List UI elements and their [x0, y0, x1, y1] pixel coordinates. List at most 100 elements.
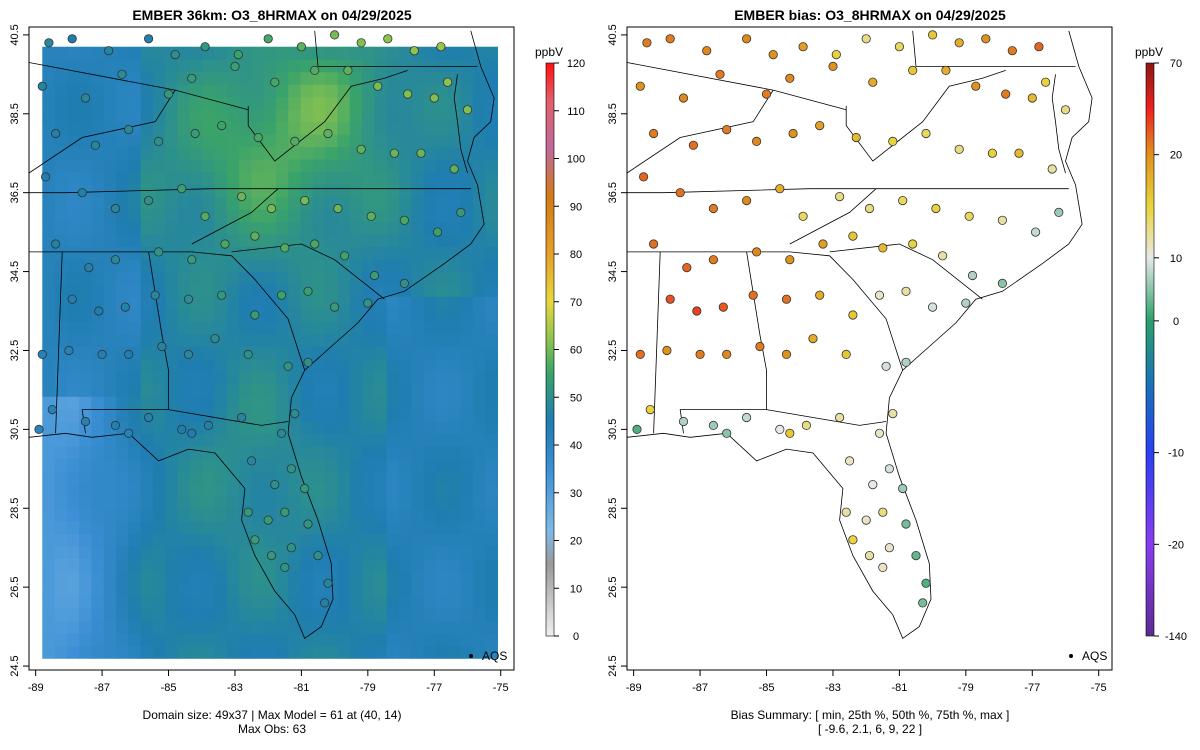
grid-cell — [66, 134, 80, 148]
grid-cell — [448, 221, 462, 235]
grid-cell — [177, 246, 191, 260]
grid-cell — [251, 433, 265, 447]
grid-cell — [42, 508, 56, 522]
grid-cell — [140, 333, 154, 347]
grid-cell — [239, 246, 252, 260]
grid-cell — [128, 408, 142, 422]
station-marker — [632, 424, 642, 434]
grid-cell — [251, 183, 265, 198]
grid-cell — [116, 458, 129, 472]
grid-cell — [460, 558, 474, 572]
grid-cell — [54, 84, 68, 98]
grid-cell — [152, 46, 166, 60]
grid-cell — [165, 321, 179, 335]
grid-cell — [214, 346, 228, 360]
station-marker — [50, 128, 61, 139]
grid-cell — [79, 346, 93, 360]
grid-cell — [189, 633, 203, 647]
grid-cell — [435, 645, 449, 659]
grid-cell — [66, 333, 80, 347]
station-marker — [751, 136, 762, 146]
grid-cell — [103, 483, 117, 497]
grid-cell — [337, 308, 351, 322]
grid-cell — [263, 109, 277, 123]
grid-cell — [116, 396, 129, 410]
station-marker — [290, 136, 300, 146]
grid-cell — [337, 470, 351, 485]
grid-cell — [362, 84, 375, 98]
grid-cell — [91, 645, 105, 659]
station-marker — [80, 416, 91, 427]
grid-cell — [214, 558, 228, 572]
station-marker — [190, 128, 200, 139]
grid-cell — [263, 446, 277, 460]
x-tick-label: -81 — [293, 682, 309, 694]
grid-cell — [386, 271, 400, 285]
grid-cell — [152, 620, 166, 634]
grid-cell — [374, 645, 388, 659]
station-marker — [898, 196, 908, 206]
station-marker — [954, 38, 964, 48]
grid-cell — [485, 59, 498, 73]
grid-cell — [337, 333, 351, 347]
grid-cell — [263, 159, 277, 173]
grid-cell — [263, 308, 277, 322]
grid-cell — [398, 396, 412, 410]
station-marker — [638, 172, 649, 182]
grid-cell — [288, 446, 302, 460]
grid-cell — [226, 221, 240, 235]
grid-cell — [362, 608, 375, 622]
grid-cell — [386, 495, 400, 510]
grid-cell — [54, 520, 68, 534]
station-marker — [841, 349, 851, 359]
grid-cell — [435, 371, 449, 385]
grid-cell — [411, 246, 425, 260]
grid-cell — [79, 283, 93, 297]
grid-cell — [411, 321, 425, 335]
grid-cell — [226, 583, 240, 597]
grid-cell — [177, 620, 191, 634]
grid-cell — [386, 633, 400, 647]
grid-cell — [362, 595, 375, 609]
grid-cell — [263, 595, 277, 609]
grid-cell — [54, 221, 68, 235]
station-marker — [844, 456, 855, 466]
grid-cell — [325, 371, 339, 385]
grid-cell — [239, 633, 252, 647]
grid-cell — [214, 134, 228, 148]
station-marker — [874, 290, 885, 300]
station-marker — [1041, 77, 1051, 87]
grid-cell — [103, 333, 117, 347]
grid-cell — [349, 495, 363, 510]
grid-cell — [226, 171, 240, 185]
grid-cell — [239, 383, 252, 397]
grid-cell — [226, 71, 240, 85]
grid-cell — [398, 458, 412, 472]
grid-cell — [325, 520, 339, 534]
grid-cell — [214, 109, 228, 123]
colorbar-tick-label: 60 — [570, 345, 582, 357]
grid-cell — [79, 608, 93, 622]
grid-cell — [374, 520, 388, 534]
grid-cell — [398, 196, 412, 210]
y-tick-label: 36.5 — [607, 182, 619, 203]
grid-cell — [226, 296, 240, 310]
grid-cell — [165, 171, 179, 185]
grid-cell — [398, 134, 412, 148]
x-tick-label: -77 — [426, 682, 442, 694]
grid-cell — [202, 383, 216, 397]
station-marker — [389, 148, 399, 158]
grid-cell — [103, 308, 117, 322]
grid-cell — [275, 96, 289, 110]
grid-cell — [337, 84, 351, 98]
grid-cell — [460, 508, 474, 522]
grid-cell — [128, 96, 142, 110]
grid-cell — [202, 608, 216, 622]
grid-cell — [66, 59, 80, 73]
grid-cell — [374, 159, 388, 173]
station-marker — [237, 192, 247, 202]
grid-cell — [472, 109, 486, 123]
grid-cell — [460, 221, 474, 235]
grid-cell — [79, 71, 93, 85]
grid-cell — [214, 645, 228, 659]
